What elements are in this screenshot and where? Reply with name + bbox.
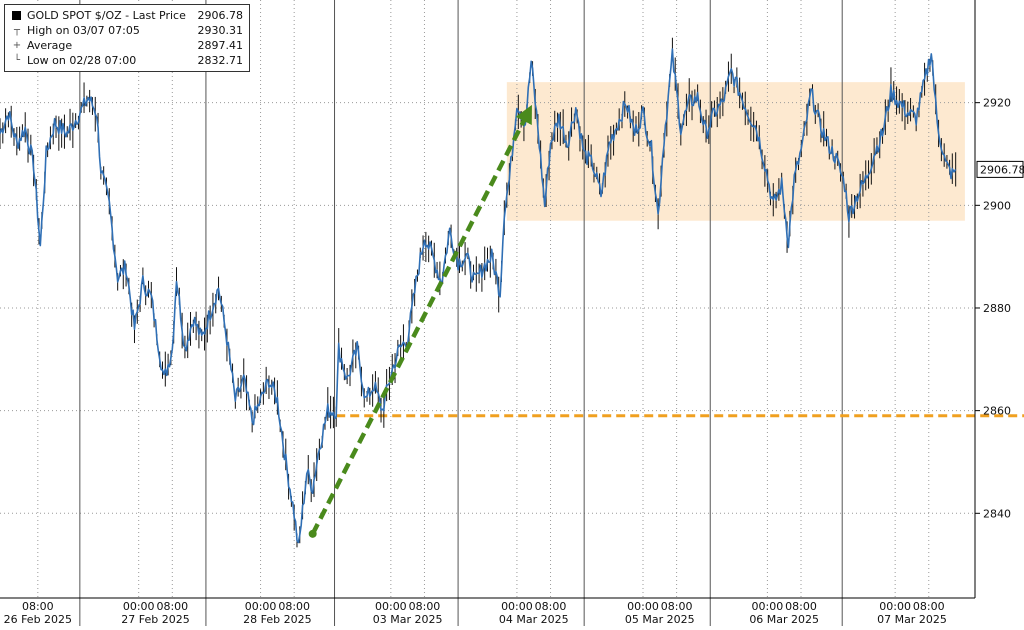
x-tick-label: 08:00 bbox=[535, 600, 567, 613]
legend-high-row: ┬ High on 03/07 07:05 2930.31 bbox=[11, 24, 243, 38]
x-day-label: 27 Feb 2025 bbox=[121, 613, 189, 626]
average-marker-icon: + bbox=[12, 40, 22, 51]
x-day-label: 28 Feb 2025 bbox=[243, 613, 311, 626]
x-day-label: 06 Mar 2025 bbox=[749, 613, 819, 626]
legend-average-row: + Average 2897.41 bbox=[11, 39, 243, 53]
legend-low-row: └ Low on 02/28 07:00 2832.71 bbox=[11, 54, 243, 68]
x-day-label: 26 Feb 2025 bbox=[4, 613, 72, 626]
uptrend-arrow-start-dot bbox=[308, 529, 317, 538]
green-arrow-layer bbox=[308, 104, 532, 538]
last-price-tag: 2906.78 bbox=[976, 160, 1024, 178]
grid-layer bbox=[0, 0, 975, 626]
x-day-label: 04 Mar 2025 bbox=[499, 613, 569, 626]
legend-title-row: GOLD SPOT $/OZ - Last Price 2906.78 bbox=[11, 9, 243, 23]
uptrend-arrow bbox=[310, 104, 532, 535]
x-tick-label: 08:00 bbox=[661, 600, 693, 613]
legend-title: GOLD SPOT $/OZ - Last Price bbox=[27, 9, 186, 22]
x-tick-label: 00:00 bbox=[501, 600, 533, 613]
legend-series-swatch bbox=[12, 11, 21, 20]
legend-low-label: Low on 02/28 07:00 bbox=[27, 54, 137, 67]
x-tick-label: 08:00 bbox=[785, 600, 817, 613]
x-tick-label: 08:00 bbox=[913, 600, 945, 613]
last-price-tag-box bbox=[976, 160, 1024, 178]
x-tick-label: 00:00 bbox=[245, 600, 277, 613]
series-layer bbox=[0, 37, 957, 548]
low-marker-icon: └ bbox=[13, 55, 21, 66]
legend-last-value: 2906.78 bbox=[197, 9, 244, 22]
y-tick-label: 2880 bbox=[983, 302, 1011, 315]
x-day-label: 05 Mar 2025 bbox=[625, 613, 695, 626]
x-day-label: 03 Mar 2025 bbox=[373, 613, 443, 626]
x-tick-label: 08:00 bbox=[22, 600, 54, 613]
x-tick-label: 00:00 bbox=[123, 600, 155, 613]
x-tick-label: 08:00 bbox=[409, 600, 441, 613]
x-day-label: 07 Mar 2025 bbox=[877, 613, 947, 626]
legend-high-value: 2930.31 bbox=[197, 24, 244, 37]
x-tick-label: 08:00 bbox=[156, 600, 188, 613]
high-marker-icon: ┬ bbox=[13, 25, 21, 36]
y-tick-label: 2840 bbox=[983, 507, 1011, 520]
y-tick-label: 2860 bbox=[983, 405, 1011, 418]
y-tick-label: 2920 bbox=[983, 97, 1011, 110]
x-tick-label: 08:00 bbox=[278, 600, 310, 613]
x-tick-label: 00:00 bbox=[879, 600, 911, 613]
price-series-line bbox=[0, 48, 957, 544]
legend-average-label: Average bbox=[27, 39, 73, 52]
y-tick-label: 2900 bbox=[983, 199, 1011, 212]
x-tick-label: 00:00 bbox=[752, 600, 784, 613]
legend-high-label: High on 03/07 07:05 bbox=[27, 24, 140, 37]
chart-legend: GOLD SPOT $/OZ - Last Price 2906.78 ┬ Hi… bbox=[4, 4, 250, 72]
legend-average-value: 2897.41 bbox=[197, 39, 244, 52]
last-price-tag-label: 2906.78 bbox=[980, 163, 1024, 176]
legend-low-value: 2832.71 bbox=[197, 54, 244, 67]
x-tick-label: 00:00 bbox=[627, 600, 659, 613]
x-tick-label: 00:00 bbox=[375, 600, 407, 613]
